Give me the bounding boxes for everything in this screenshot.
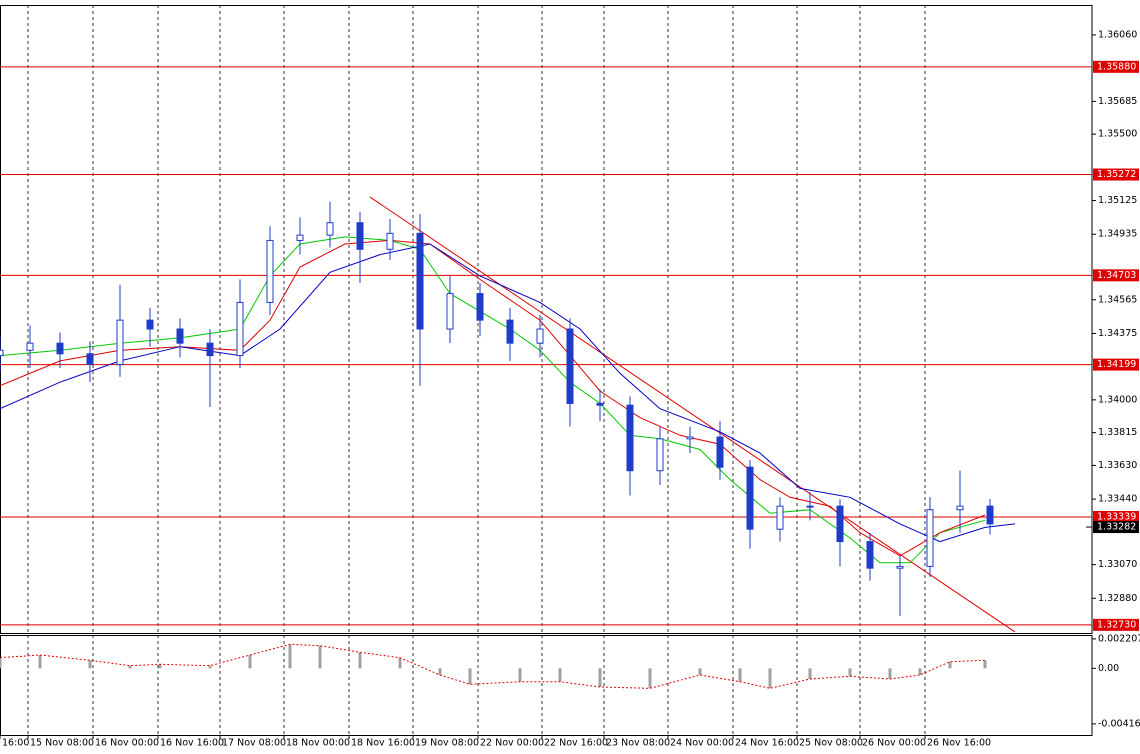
y-tick-label: 1.33815 xyxy=(1098,427,1137,438)
x-tick-label: 18 Nov 00:00 xyxy=(286,738,350,749)
plot-frame xyxy=(0,5,1093,634)
x-tick-label: 24 Nov 00:00 xyxy=(670,738,734,749)
candle-body xyxy=(116,319,124,365)
y-tick-label: 1.32880 xyxy=(1098,593,1137,604)
y-tick-label: 1.35125 xyxy=(1098,195,1137,206)
level-tag xyxy=(1093,60,1139,73)
x-tick-label: 26 Nov 16:00 xyxy=(927,738,991,749)
level-tag xyxy=(1093,168,1139,181)
y-tick-label: 1.34000 xyxy=(1098,394,1137,405)
level-label: 1.35880 xyxy=(1097,61,1136,72)
candle-body xyxy=(206,342,214,357)
candle-body xyxy=(926,509,934,567)
x-tick-label: 15 Nov 08:00 xyxy=(30,738,94,749)
level-label: 1.34199 xyxy=(1097,359,1136,370)
y-tick-label: 1.33440 xyxy=(1098,494,1137,505)
candle-body xyxy=(0,349,4,357)
level-label: 1.35272 xyxy=(1097,169,1136,180)
x-tick-label: 16:00 xyxy=(2,738,29,749)
osc-y-tick-label: -0.004168 xyxy=(1098,718,1140,729)
y-tick-label: 1.34375 xyxy=(1098,328,1137,339)
x-tick-label: 19 Nov 08:00 xyxy=(415,738,479,749)
candle-body xyxy=(56,342,64,355)
y-tick-label: 1.33630 xyxy=(1098,460,1137,471)
candle-body xyxy=(686,436,694,440)
y-tick-label: 1.35500 xyxy=(1098,129,1137,140)
candle-body xyxy=(566,328,574,404)
candle-body xyxy=(386,232,394,250)
x-tick-label: 18 Nov 16:00 xyxy=(351,738,415,749)
candle-body xyxy=(986,505,994,525)
y-tick-label: 1.34935 xyxy=(1098,229,1137,240)
x-tick-label: 16 Nov 16:00 xyxy=(160,738,224,749)
y-tick-label: 1.34565 xyxy=(1098,294,1137,305)
oscillator-frame xyxy=(0,635,1093,736)
y-tick-label: 1.33070 xyxy=(1098,559,1137,570)
x-tick-label: 24 Nov 16:00 xyxy=(735,738,799,749)
level-tag xyxy=(1093,618,1139,631)
candle-body xyxy=(236,301,244,357)
candle-body xyxy=(596,402,604,406)
x-tick-label: 16 Nov 00:00 xyxy=(95,738,159,749)
candle-body xyxy=(296,234,304,241)
level-label: 1.32730 xyxy=(1097,619,1136,630)
y-tick-label: 1.36060 xyxy=(1098,29,1137,40)
x-tick-label: 23 Nov 08:00 xyxy=(606,738,670,749)
candle-body xyxy=(416,232,424,330)
current-price-tag xyxy=(1093,521,1139,534)
candle-body xyxy=(506,319,514,344)
x-tick-label: 26 Nov 00:00 xyxy=(862,738,926,749)
candle-body xyxy=(626,404,634,472)
y-tick-label: 1.35685 xyxy=(1098,96,1137,107)
candle-body xyxy=(326,222,334,236)
candle-body xyxy=(446,293,454,330)
candle-body xyxy=(806,505,814,508)
candle-body xyxy=(536,328,544,344)
trendline xyxy=(369,196,1016,633)
level-label: 1.34703 xyxy=(1097,270,1136,281)
osc-y-tick-label: 0.002207 xyxy=(1098,633,1140,644)
current-price-label: 1.33282 xyxy=(1097,522,1136,533)
candle-body xyxy=(866,541,874,569)
candle-body xyxy=(266,239,274,303)
osc-signal xyxy=(0,643,986,689)
level-tag xyxy=(1093,510,1139,523)
level-tag xyxy=(1093,358,1139,371)
candle-body xyxy=(746,466,754,530)
candle-body xyxy=(176,328,184,344)
level-tag xyxy=(1093,269,1139,282)
x-tick-label: 22 Nov 16:00 xyxy=(544,738,608,749)
candle-body xyxy=(476,293,484,321)
candle-body xyxy=(26,342,34,351)
candle-body xyxy=(86,353,94,365)
x-tick-label: 25 Nov 08:00 xyxy=(799,738,863,749)
x-tick-label: 17 Nov 08:00 xyxy=(222,738,286,749)
candle-body xyxy=(956,505,964,511)
candle-body xyxy=(776,505,784,530)
candle-body xyxy=(356,222,364,250)
candle-body xyxy=(716,436,724,468)
candle-body xyxy=(836,505,844,543)
moving-average xyxy=(0,239,986,557)
osc-y-tick-label: 0.00 xyxy=(1098,663,1119,674)
candle-body xyxy=(656,438,664,472)
level-label: 1.33339 xyxy=(1097,511,1136,522)
candle-body xyxy=(896,565,904,569)
x-tick-label: 22 Nov 00:00 xyxy=(480,738,544,749)
candle-body xyxy=(146,319,154,330)
